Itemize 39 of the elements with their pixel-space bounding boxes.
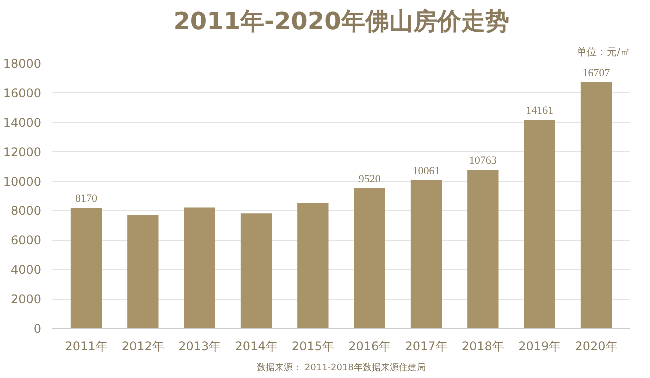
bar (184, 208, 216, 328)
x-tick-label: 2019年 (518, 340, 562, 354)
y-tick-label: 10000 (3, 174, 42, 189)
y-tick-label: 16000 (3, 86, 42, 100)
y-tick-label: 14000 (3, 116, 42, 130)
chart-title: 2011年-2020年佛山房价走势 (174, 8, 510, 36)
data-label: 8170 (76, 193, 98, 206)
x-tick-label: 2012年 (122, 340, 164, 354)
data-label: 10763 (469, 155, 498, 168)
bar (468, 170, 499, 328)
y-tick-label: 4000 (10, 263, 42, 278)
bar (524, 120, 556, 328)
bar (410, 180, 442, 328)
data-label: 10061 (412, 165, 440, 178)
chart-subtitle: 单位：元/㎡ (577, 46, 631, 58)
y-tick-label: 8000 (10, 204, 42, 218)
source-note: 数据来源： 2011-2018年数据来源住建局 (257, 362, 426, 374)
y-tick-label: 6000 (10, 234, 42, 248)
bar (354, 188, 386, 328)
bar (240, 214, 272, 328)
y-tick-label: 12000 (3, 145, 42, 160)
y-tick-label: 0 (34, 322, 42, 336)
x-tick-label: 2020年 (575, 340, 618, 354)
y-tick-label: 18000 (3, 57, 42, 71)
x-tick-label: 2014年 (235, 340, 278, 354)
x-tick-label: 2017年 (405, 340, 448, 354)
data-label: 14161 (526, 105, 554, 118)
x-tick-label: 2015年 (292, 340, 334, 354)
bar (580, 82, 612, 328)
bar (128, 215, 159, 328)
x-tick-label: 2016年 (348, 340, 392, 354)
x-tick-label: 2013年 (178, 340, 222, 354)
y-tick-label: 2000 (10, 292, 42, 307)
bar (298, 203, 329, 328)
data-label: 9520 (358, 173, 382, 186)
x-tick-label: 2011年 (65, 340, 108, 354)
data-label: 16707 (582, 68, 611, 80)
x-tick-label: 2018年 (462, 340, 504, 354)
bar (70, 208, 102, 328)
